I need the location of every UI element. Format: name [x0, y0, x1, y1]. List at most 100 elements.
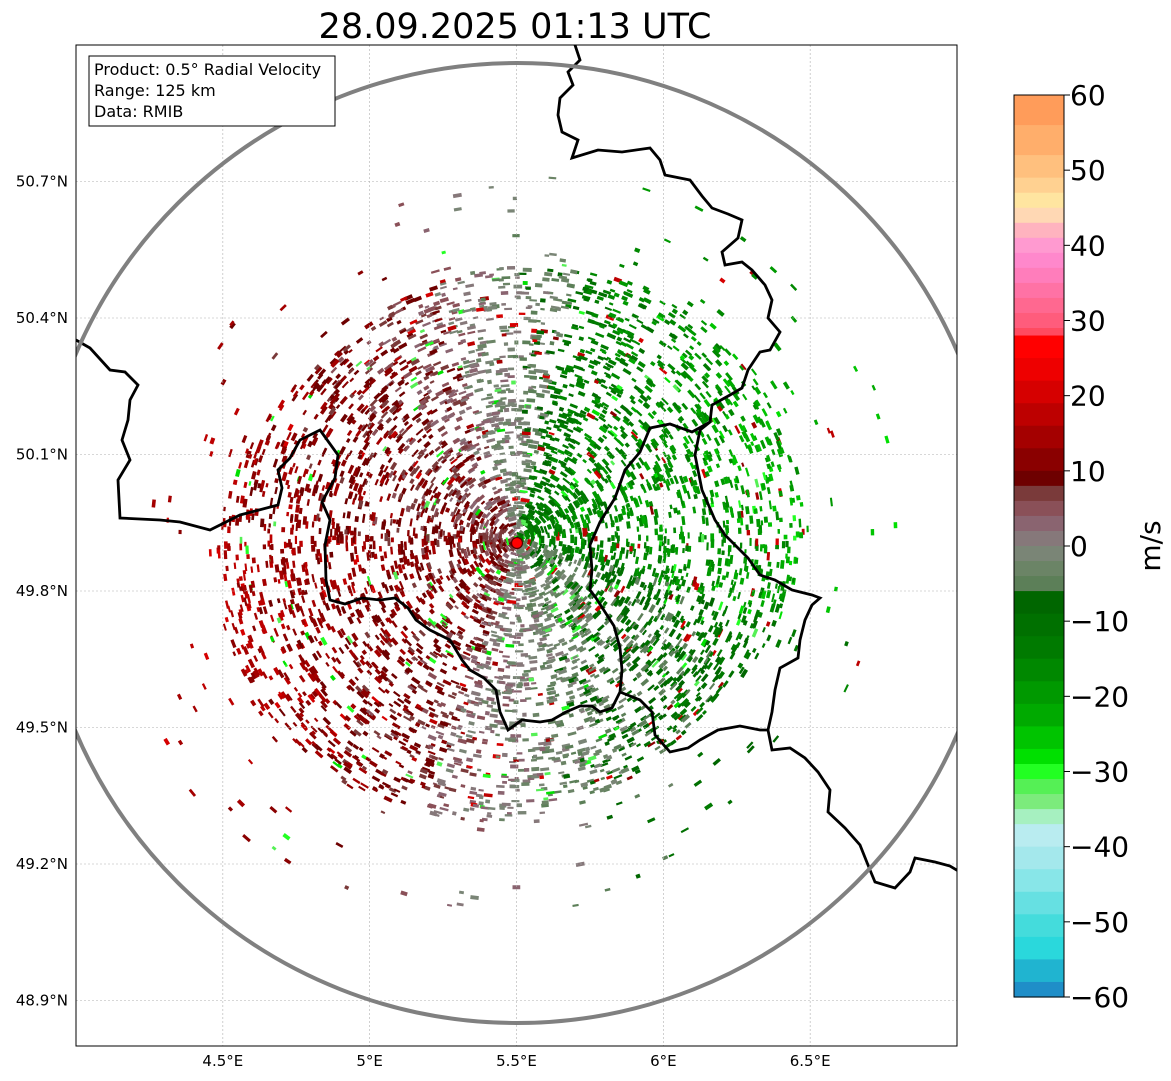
velocity-bin: [491, 708, 499, 713]
velocity-bin: [450, 514, 457, 523]
velocity-bin: [549, 482, 556, 489]
velocity-bin: [487, 812, 492, 815]
velocity-bin: [765, 421, 773, 431]
velocity-bin: [593, 673, 600, 679]
velocity-bin: [790, 390, 795, 396]
velocity-bin: [425, 680, 433, 687]
velocity-bin: [738, 500, 742, 508]
velocity-bin: [242, 498, 248, 508]
velocity-bin: [547, 655, 555, 660]
velocity-bin: [605, 638, 611, 644]
velocity-bin: [525, 459, 533, 463]
velocity-bin: [330, 411, 337, 419]
velocity-bin: [636, 576, 641, 586]
velocity-bin: [713, 621, 719, 628]
velocity-bin: [610, 372, 621, 380]
velocity-bin: [725, 571, 730, 578]
velocity-bin: [659, 541, 662, 546]
velocity-bin: [779, 603, 784, 609]
velocity-bin: [424, 370, 434, 377]
velocity-bin: [790, 283, 798, 291]
velocity-bin: [551, 277, 560, 282]
velocity-bin: [239, 604, 244, 613]
velocity-bin: [652, 318, 660, 324]
velocity-bin: [575, 383, 585, 390]
velocity-bin: [455, 684, 462, 690]
velocity-bin: [476, 827, 485, 832]
velocity-bin: [532, 712, 540, 718]
velocity-bin: [504, 307, 513, 311]
velocity-bin: [893, 522, 898, 529]
velocity-bin: [766, 463, 772, 470]
velocity-bin: [424, 574, 431, 582]
velocity-bin: [714, 492, 719, 498]
velocity-bin: [421, 481, 428, 489]
velocity-bin: [177, 739, 184, 746]
velocity-bin: [369, 405, 377, 413]
velocity-bin: [597, 355, 605, 361]
velocity-bin: [423, 441, 431, 449]
velocity-bin: [441, 502, 448, 512]
velocity-bin: [448, 321, 455, 326]
velocity-bin: [663, 427, 671, 436]
velocity-bin: [322, 424, 329, 433]
velocity-bin: [589, 780, 596, 785]
velocity-bin: [323, 376, 331, 385]
velocity-bin: [419, 562, 425, 571]
velocity-bin: [534, 431, 543, 437]
velocity-bin: [682, 422, 689, 430]
map-area[interactable]: [37, 45, 997, 1046]
velocity-bin: [622, 493, 628, 500]
velocity-bin: [666, 703, 674, 711]
velocity-bin: [452, 665, 458, 671]
velocity-bin: [271, 735, 279, 743]
velocity-bin: [262, 606, 268, 615]
velocity-bin: [411, 656, 416, 662]
velocity-bin: [524, 555, 531, 561]
velocity-bin: [508, 778, 515, 782]
velocity-bin: [401, 732, 410, 740]
velocity-bin: [717, 681, 724, 689]
velocity-bin: [344, 529, 348, 535]
velocity-bin: [474, 696, 484, 702]
velocity-bin: [599, 413, 606, 419]
velocity-bin: [722, 680, 729, 688]
velocity-bin: [396, 527, 400, 533]
velocity-bin: [430, 408, 438, 415]
velocity-bin: [562, 753, 570, 758]
velocity-bin: [659, 404, 667, 413]
velocity-bin: [472, 753, 482, 759]
velocity-bin: [457, 630, 464, 635]
velocity-bin: [341, 606, 347, 614]
velocity-bin: [722, 520, 726, 528]
velocity-bin: [629, 338, 635, 343]
velocity-bin: [561, 676, 571, 683]
velocity-bin: [630, 434, 638, 442]
velocity-bin: [352, 777, 361, 785]
velocity-bin: [525, 528, 531, 535]
velocity-bin: [325, 661, 330, 667]
velocity-bin: [256, 607, 261, 613]
velocity-bin: [728, 670, 735, 678]
velocity-bin: [760, 520, 764, 526]
velocity-bin: [689, 605, 695, 611]
velocity-bin: [727, 545, 732, 552]
velocity-bin: [505, 643, 515, 648]
velocity-bin: [398, 475, 403, 482]
velocity-bin: [692, 470, 698, 478]
velocity-bin: [451, 691, 458, 697]
velocity-bin: [554, 437, 560, 442]
velocity-bin: [415, 647, 423, 655]
velocity-bin: [782, 407, 788, 414]
velocity-bin: [623, 764, 628, 769]
velocity-bin: [669, 477, 675, 485]
velocity-bin: [348, 483, 354, 490]
velocity-bin: [466, 713, 476, 719]
velocity-bin: [405, 773, 414, 779]
velocity-bin: [546, 664, 553, 670]
velocity-bin: [498, 556, 505, 563]
velocity-bin: [449, 497, 454, 502]
velocity-bin: [465, 568, 473, 576]
velocity-bin: [220, 378, 227, 386]
velocity-bin: [289, 589, 295, 599]
